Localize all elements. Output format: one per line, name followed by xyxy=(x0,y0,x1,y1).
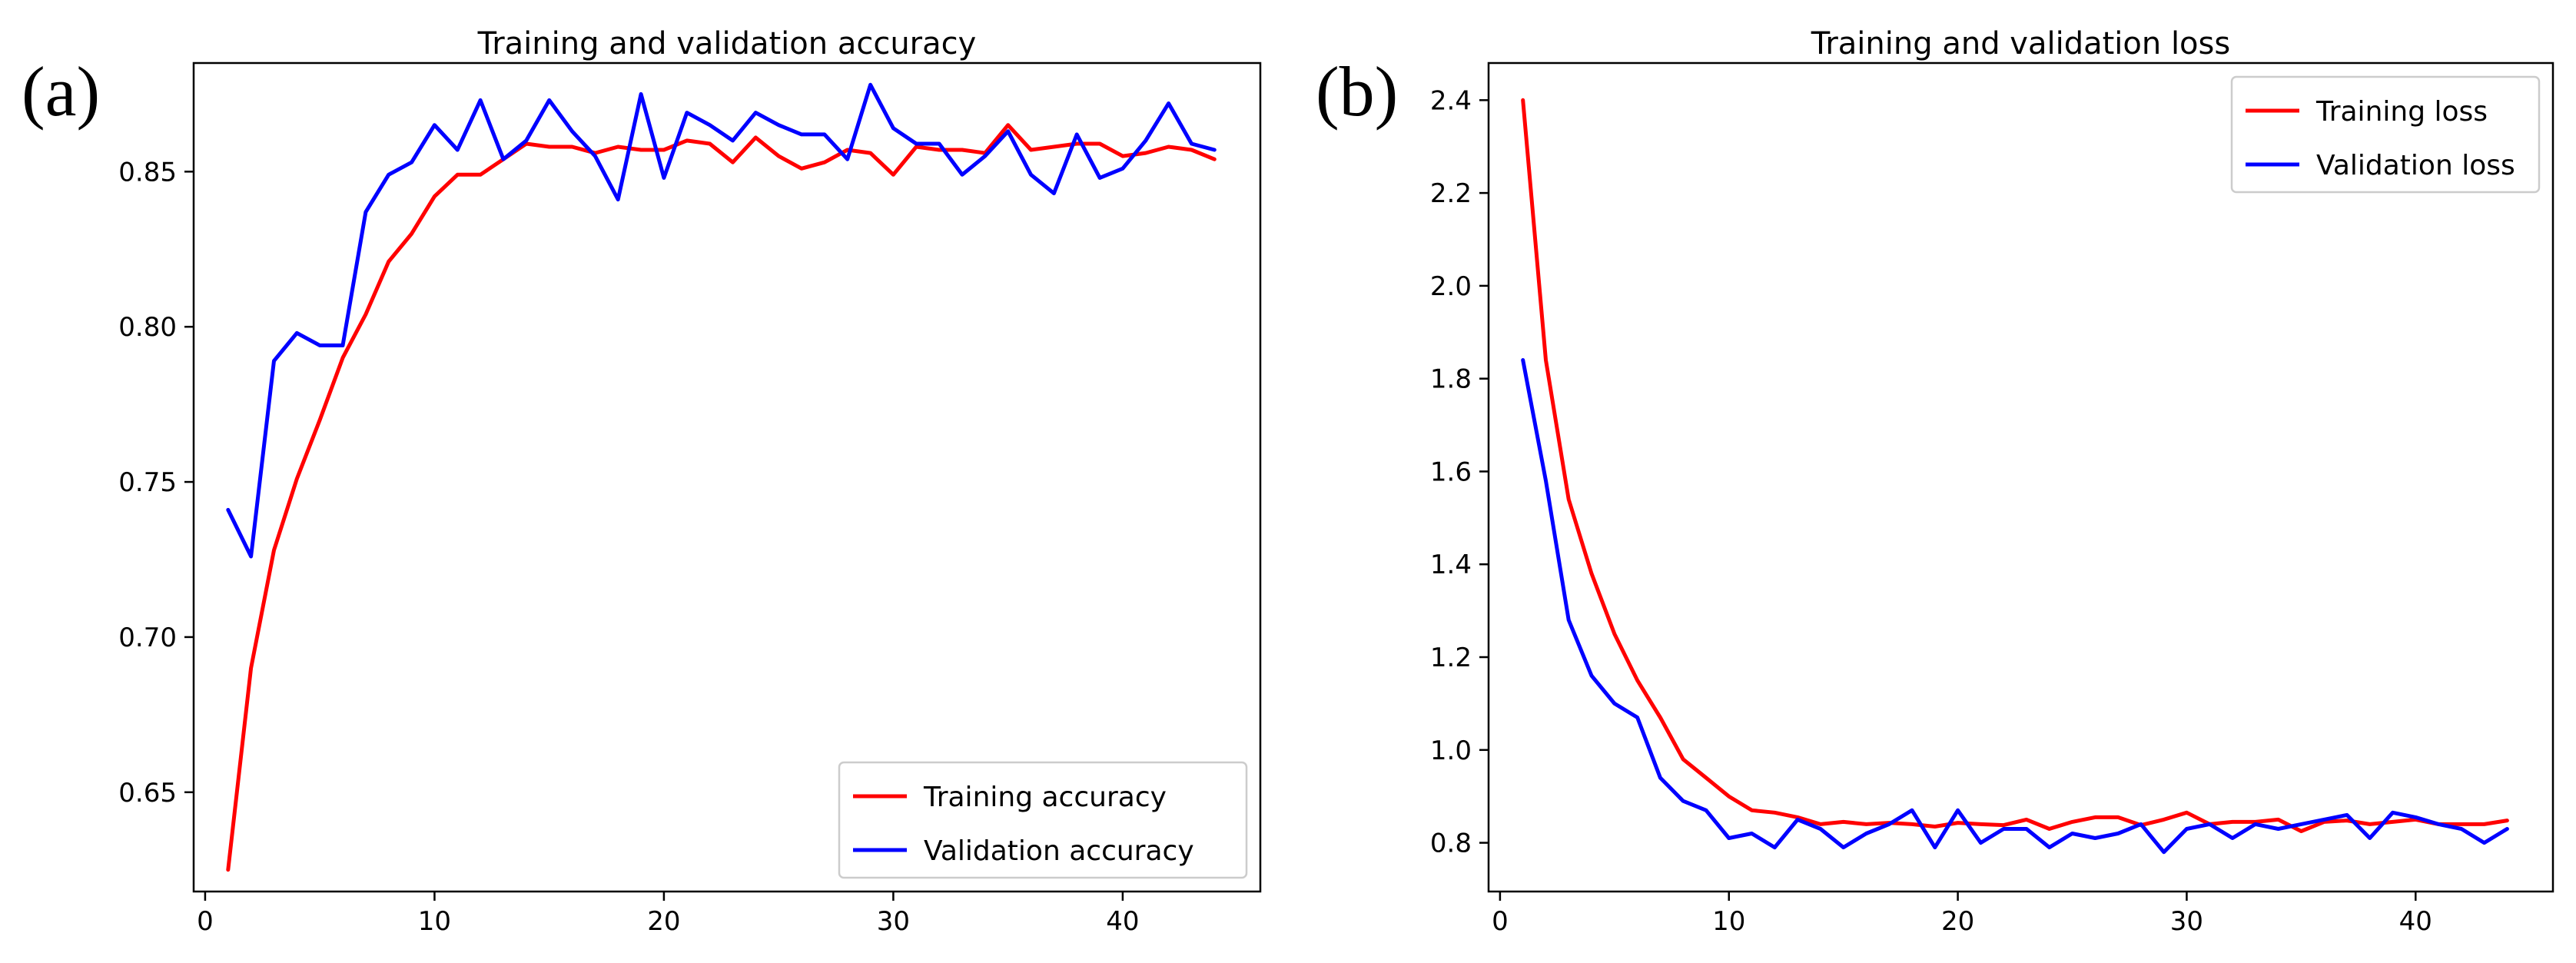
y-tick-label: 2.4 xyxy=(1430,85,1472,116)
legend-label: Validation accuracy xyxy=(924,835,1194,867)
axes-frame-loss xyxy=(1487,61,2554,893)
plot-area-loss: 0 10 20 30 40 0.8 1.0 1.2 1.4 1.6 1.8 2.0 2.2 2.4 xyxy=(1430,85,2509,937)
x-tick-label: 10 xyxy=(1712,906,1745,937)
legend-label: Training loss xyxy=(2315,96,2488,128)
loss-panel: (b) Training and validation loss 0 10 20 30… xyxy=(1316,26,2554,937)
plot-area-accuracy: 0 10 20 30 40 0.65 0.70 0.75 0.80 0.85 xyxy=(118,82,1217,937)
series-line-training-loss xyxy=(1521,98,2509,833)
x-tick-label: 40 xyxy=(2399,906,2432,937)
y-tick-label: 0.80 xyxy=(118,312,177,343)
x-tick-label: 20 xyxy=(1941,906,1974,937)
legend-box xyxy=(2230,75,2541,194)
legend-label: Validation loss xyxy=(2316,150,2515,181)
y-tick-label: 0.75 xyxy=(118,467,177,498)
x-tick-label: 0 xyxy=(197,906,214,937)
y-tick-label: 1.6 xyxy=(1430,457,1472,487)
series-line-training-accuracy xyxy=(226,123,1217,872)
series-line-validation-accuracy xyxy=(226,82,1217,559)
x-tick-label: 30 xyxy=(877,906,910,937)
x-tick-label: 40 xyxy=(1106,906,1139,937)
legend-box xyxy=(838,761,1248,879)
panel-label-a: (a) xyxy=(22,52,100,131)
y-tick-label: 1.4 xyxy=(1430,550,1472,580)
y-tick-label: 0.65 xyxy=(118,778,177,809)
y-tick-label: 2.0 xyxy=(1430,271,1472,302)
y-tick-label: 2.2 xyxy=(1430,178,1472,209)
x-tick-label: 10 xyxy=(418,906,451,937)
y-tick-label: 1.2 xyxy=(1430,643,1472,673)
accuracy-panel: (a) Training and validation accuracy 0 10… xyxy=(22,26,1262,937)
y-tick-label: 0.8 xyxy=(1430,829,1472,859)
chart-title-loss: Training and validation loss xyxy=(1811,26,2230,61)
y-tick-label: 0.85 xyxy=(118,157,177,188)
legend-label: Training accuracy xyxy=(923,782,1167,813)
x-tick-label: 30 xyxy=(2170,906,2203,937)
panel-label-b: (b) xyxy=(1316,52,1398,131)
y-tick-label: 1.8 xyxy=(1430,364,1472,395)
axes-frame-accuracy xyxy=(192,61,1262,893)
legend-loss: Training loss Validation loss xyxy=(2230,75,2541,194)
y-tick-label: 0.70 xyxy=(118,623,177,653)
chart-title-accuracy: Training and validation accuracy xyxy=(477,26,977,61)
series-line-validation-loss xyxy=(1521,358,2509,855)
y-tick-label: 1.0 xyxy=(1430,736,1472,766)
x-tick-label: 20 xyxy=(647,906,680,937)
x-tick-label: 0 xyxy=(1492,906,1509,937)
legend-accuracy: Training accuracy Validation accuracy xyxy=(838,761,1248,879)
